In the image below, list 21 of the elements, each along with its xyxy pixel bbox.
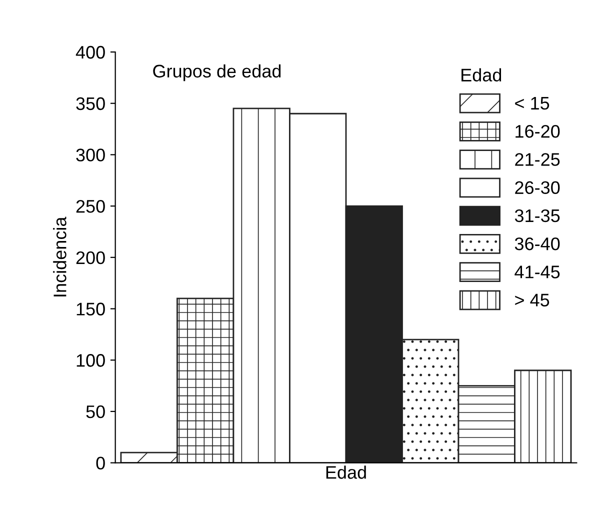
y-axis-title: Incidencia bbox=[53, 216, 66, 296]
y-tick-label: 0 bbox=[96, 456, 105, 470]
y-tick-label: 50 bbox=[86, 405, 105, 418]
legend-label: 16-20 bbox=[516, 124, 560, 138]
y-tick-label: 150 bbox=[76, 302, 105, 316]
text: Grupos de edad bbox=[153, 64, 281, 82]
legend-label: 21-25 bbox=[515, 153, 560, 166]
x-axis-title: Edad bbox=[326, 466, 366, 479]
legend-label: 26-30 bbox=[515, 181, 560, 194]
legend-label: < 15 bbox=[515, 97, 550, 110]
y-tick-label: 300 bbox=[76, 148, 105, 162]
legend-title: Edad bbox=[462, 68, 502, 82]
legend-label: 41-45 bbox=[514, 266, 560, 278]
y-tick-label: 200 bbox=[76, 251, 105, 264]
legend-label: > 45 bbox=[515, 294, 550, 306]
y-tick-label: 350 bbox=[76, 97, 105, 110]
y-tick-label: 100 bbox=[76, 354, 105, 367]
y-tick-label: 250 bbox=[76, 200, 105, 213]
legend-label: 31-35 bbox=[514, 209, 560, 222]
legend-label: 36-40 bbox=[514, 237, 560, 250]
y-tick-label: 400 bbox=[76, 46, 105, 59]
